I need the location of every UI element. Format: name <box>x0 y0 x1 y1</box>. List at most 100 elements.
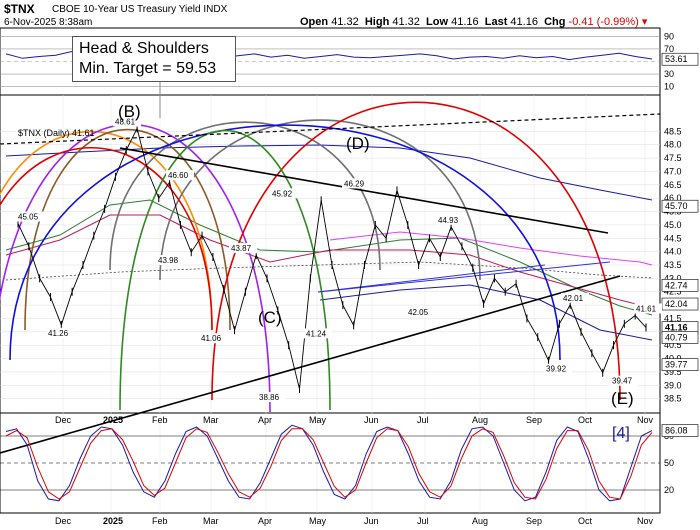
price-grid <box>0 95 660 513</box>
instrument-title: CBOE 10-Year US Treasury Yield <box>52 4 201 15</box>
stoch-x-tick: Jun <box>364 516 379 526</box>
pivot-label-bg <box>436 214 464 225</box>
cycle-arc-gray-2 <box>159 119 481 281</box>
price-x-tick: Apr <box>258 415 272 425</box>
pivot-label: 38.86 <box>259 393 280 402</box>
top-value-tag <box>661 52 699 66</box>
ma-20-line <box>5 214 653 309</box>
top-value-label: 53.61 <box>665 54 688 64</box>
stoch-axis-tick: 50 <box>664 458 674 468</box>
last-label: Last <box>484 16 508 28</box>
pivot-label: 48.61 <box>115 117 136 126</box>
price-panel <box>0 101 660 413</box>
stochastic-panel <box>0 413 660 502</box>
stoch-x-tick: Nov <box>637 516 654 526</box>
price-value-label: 39.77 <box>665 360 688 370</box>
triangle-base-line <box>317 264 546 293</box>
dashed-resistance-line <box>0 113 660 145</box>
price-value-label: 41.16 <box>665 323 688 333</box>
stoch-d-line <box>5 428 653 500</box>
pivot-label: 39.47 <box>612 377 633 386</box>
price-axis-tick: 47.0 <box>664 166 682 176</box>
pivot-label-bg <box>229 243 257 254</box>
price-axis-tick: 42.5 <box>664 287 682 297</box>
price-x-tick: Sep <box>526 415 542 425</box>
stoch-x-tick: Dec <box>55 516 72 526</box>
pivot-label-bg <box>561 292 589 303</box>
ohlc-readout: Open 41.32 High 41.32 Low 41.16 Last 41.… <box>300 15 647 28</box>
stoch-x-tick: May <box>309 516 327 526</box>
price-x-tick: 2025 <box>103 415 123 425</box>
top-axis-tick: 30 <box>664 69 674 79</box>
top-axis-tick: 70 <box>664 44 674 54</box>
pivot-label: 43.98 <box>158 256 179 265</box>
cycle-arc-blue <box>9 124 561 361</box>
price-legend: $TNX (Daily) 41.61 <box>18 128 95 138</box>
wave-label: (B) <box>118 102 141 121</box>
pivot-label-bg <box>46 327 74 338</box>
ma-dotted-line <box>5 261 653 281</box>
lower-trendline-ext <box>0 413 144 454</box>
stoch-x-tick: Mar <box>203 516 219 526</box>
price-value-tag <box>661 199 699 213</box>
price-axis-tick: 38.5 <box>664 394 682 404</box>
price-x-tick: Nov <box>637 415 654 425</box>
price-value-label: 42.04 <box>665 299 688 309</box>
price-value-label: 45.70 <box>665 201 688 211</box>
pivot-label: 42.01 <box>563 294 584 303</box>
cycle-arc-brown <box>24 128 231 331</box>
price-axis-tick: 44.0 <box>664 247 682 257</box>
pivot-label-bg <box>199 333 227 344</box>
pivot-label: 41.24 <box>306 329 327 338</box>
top-axis-tick: 10 <box>664 82 674 92</box>
pivot-label-bg <box>610 375 638 386</box>
pivot-label-bg <box>166 170 194 181</box>
stoch-x-tick: 2025 <box>103 516 123 526</box>
quote-date: 6-Nov-2025 8:38am <box>4 17 93 28</box>
stoch-x-tick: Apr <box>258 516 272 526</box>
wave-label: (D) <box>346 134 370 153</box>
ticker-symbol: $TNX <box>4 2 35 16</box>
cycle-arc-orange <box>0 130 213 331</box>
price-x-tick: Feb <box>152 415 168 425</box>
price-axis-tick: 43.0 <box>664 273 682 283</box>
cycle-count-label: [4] <box>612 425 630 442</box>
cycle-arc-green <box>119 130 331 411</box>
pivot-label: 44.93 <box>438 216 459 225</box>
top-axis-tick: 90 <box>664 31 674 41</box>
chart-annotations: 45.05 41.26 48.61 46.60 43.98 41.06 43.87 38.86… <box>16 82 662 442</box>
price-axis-tick: 48.5 <box>664 126 682 136</box>
open-value: 41.32 <box>331 16 359 28</box>
wave-label: (C) <box>258 308 282 327</box>
price-line <box>17 127 647 390</box>
price-axis-tick: 41.5 <box>664 313 682 323</box>
price-value-label: 42.74 <box>665 280 688 290</box>
stoch-x-tick: Jul <box>417 516 429 526</box>
last-value: 41.16 <box>510 16 538 28</box>
instrument-name: CBOE 10-Year US Treasury Yield INDX <box>52 4 227 15</box>
pivot-label-bg <box>304 328 332 339</box>
price-value-tag <box>661 358 699 371</box>
stoch-k-line <box>5 424 653 502</box>
stoch-value-label: 86.08 <box>665 426 688 436</box>
price-axis-tick: 45.0 <box>664 220 682 230</box>
price-x-tick: May <box>309 415 327 425</box>
pivot-label: 43.87 <box>231 244 252 253</box>
pivot-label: 45.92 <box>272 189 293 198</box>
pivot-label-bg <box>156 255 184 266</box>
down-arrow-icon: ▾ <box>641 16 648 28</box>
ma-200-line <box>5 144 653 201</box>
pivot-label-bg <box>16 211 44 222</box>
cycle-arc-gray <box>109 121 381 271</box>
price-axis-tick: 46.0 <box>664 193 682 203</box>
high-label: High <box>364 16 390 28</box>
lower-trendline <box>137 275 621 413</box>
open-label: Open <box>300 16 329 28</box>
pivot-label-bg <box>257 392 285 403</box>
price-axis-tick: 40.5 <box>664 340 682 350</box>
chg-label: Chg <box>544 16 566 28</box>
price-x-tick: Dec <box>55 415 72 425</box>
axis-labels: 907050301053.6148.548.047.547.046.546.04… <box>55 31 699 526</box>
stoch-x-tick: Oct <box>578 516 593 526</box>
